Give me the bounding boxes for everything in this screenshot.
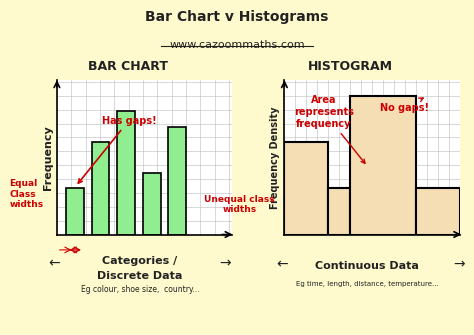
Y-axis label: Frequency Density: Frequency Density	[270, 106, 280, 209]
Text: BAR CHART: BAR CHART	[88, 60, 168, 73]
Bar	[92, 142, 109, 234]
Bar	[284, 142, 328, 234]
Text: Area
represents
frequency: Area represents frequency	[294, 95, 365, 163]
Text: ←: ←	[276, 258, 288, 272]
Text: Categories /: Categories /	[102, 256, 177, 266]
Text: Bar Chart v Histograms: Bar Chart v Histograms	[146, 10, 328, 24]
Bar	[416, 188, 460, 234]
Bar	[328, 188, 350, 234]
Bar	[118, 111, 135, 234]
Text: Has gaps!: Has gaps!	[78, 116, 156, 183]
Text: HISTOGRAM: HISTOGRAM	[308, 60, 393, 73]
Bar	[350, 96, 416, 234]
Bar	[143, 173, 161, 234]
Bar	[168, 127, 186, 234]
Text: No gaps!: No gaps!	[381, 98, 429, 113]
Text: Continuous Data: Continuous Data	[315, 261, 419, 271]
Text: Eg time, length, distance, temperature...: Eg time, length, distance, temperature..…	[296, 281, 439, 287]
Bar	[66, 188, 84, 234]
Text: →: →	[453, 258, 465, 272]
Text: Unequal class
widths: Unequal class widths	[204, 195, 274, 214]
Text: Equal
Class
widths: Equal Class widths	[9, 180, 44, 209]
Text: www.cazoommaths.com: www.cazoommaths.com	[169, 40, 305, 50]
Text: Discrete Data: Discrete Data	[97, 271, 182, 281]
Y-axis label: Frequency: Frequency	[43, 125, 53, 190]
Text: Eg colour, shoe size,  country...: Eg colour, shoe size, country...	[81, 285, 199, 294]
Text: ←: ←	[49, 256, 60, 270]
Text: →: →	[219, 256, 231, 270]
